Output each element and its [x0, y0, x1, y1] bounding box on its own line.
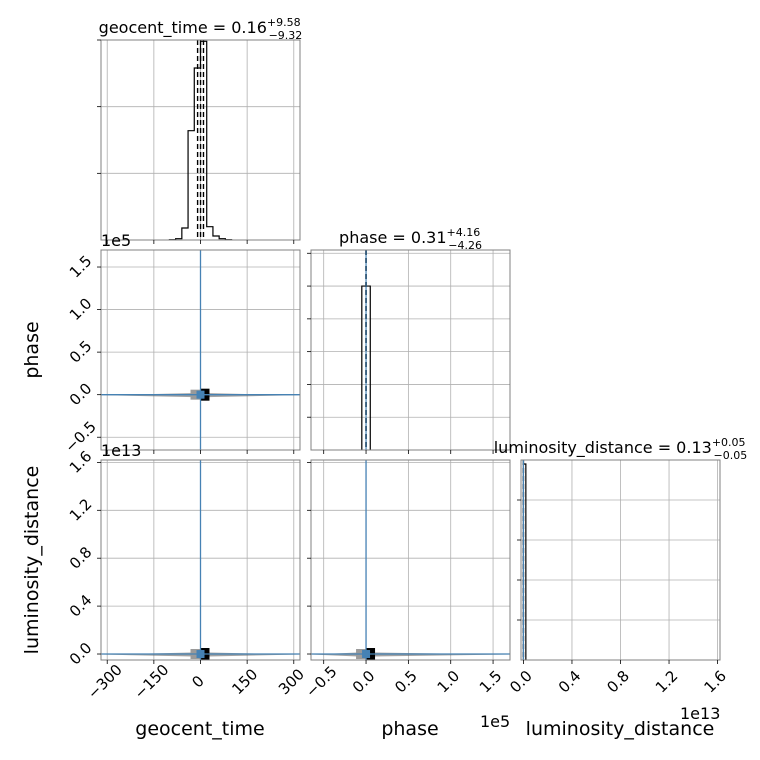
plot-area-p32: [311, 460, 510, 660]
y-tick-label: 1.2: [66, 495, 96, 525]
x-tick-label: 1.2: [652, 667, 682, 697]
x-tick-label: −150: [131, 661, 173, 703]
plot-area-p31: [101, 460, 300, 660]
y-tick-label: 0.0: [66, 380, 96, 410]
panel-title: luminosity_distance = 0.13+0.05 −0.05: [494, 436, 748, 462]
truth-marker: [196, 390, 205, 399]
x-tick-label: 0.8: [603, 667, 633, 697]
y-tick-label: 0.5: [66, 337, 96, 367]
x-axis-label-phase: phase: [381, 718, 438, 740]
panel-title: geocent_time = 0.16+9.58 −9.32: [99, 16, 303, 42]
offset-label-phase-x: 1e5: [480, 712, 510, 731]
x-tick-label: 0.4: [555, 667, 585, 697]
panel-p31: 0.00.40.81.21.6−300 −150 0 150 300: [66, 447, 308, 702]
y-tick-label: 0.0: [66, 639, 96, 669]
x-tick-label: 0.0: [349, 667, 379, 697]
y-tick-label: 1.0: [66, 294, 96, 324]
x-tick-label: 1.0: [434, 667, 464, 697]
y-axis-label-distance: luminosity_distance: [21, 466, 43, 655]
x-tick-label: 0.0: [506, 667, 536, 697]
plot-area-p21: [101, 250, 300, 450]
panel-p22: phase = 0.31+4.16 −4.26: [307, 226, 511, 454]
panel-p33: 0.0 0.4 0.8 1.2 1.6 luminosity_distance = 0.1…: [494, 436, 748, 696]
panel-title: phase = 0.31+4.16 −4.26: [339, 226, 482, 252]
y-tick-label: 1.5: [66, 252, 96, 282]
plot-area-p11: [101, 40, 300, 240]
truth-marker: [362, 650, 371, 659]
x-axis-label-geocent-time: geocent_time: [135, 718, 264, 740]
plot-area-p22: [311, 250, 510, 450]
axes-frame: [310, 249, 511, 451]
y-tick-label: 0.8: [66, 543, 96, 573]
x-tick-label: −0.5: [302, 662, 340, 700]
x-tick-label: 1.6: [700, 667, 730, 697]
x-tick-label: −300: [84, 661, 126, 703]
panel-p21: −0.50.00.51.01.5: [61, 249, 301, 456]
offset-label-phase-y: 1e5: [101, 231, 131, 250]
truth-marker: [196, 650, 205, 659]
plot-area-p33: [521, 460, 720, 660]
y-axis-label-phase: phase: [21, 321, 43, 378]
x-tick-label: 0: [188, 672, 207, 691]
panel-p11: geocent_time = 0.16+9.58 −9.32: [97, 16, 302, 244]
offset-label-distance-y: 1e13: [101, 441, 141, 460]
histogram-step: [168, 40, 233, 240]
panel-p32: −0.5 0.0 0.5 1.0 1.5: [302, 459, 511, 701]
x-tick-label: 150: [228, 665, 261, 698]
x-tick-label: 0.5: [391, 667, 421, 697]
y-tick-label: 0.4: [66, 591, 96, 621]
x-axis-label-distance: luminosity_distance: [526, 718, 715, 740]
x-tick-label: 300: [275, 665, 308, 698]
offset-label-distance-x: 1e13: [680, 704, 720, 723]
x-tick-label: 1.5: [476, 667, 506, 697]
axes-frame: [310, 459, 511, 661]
